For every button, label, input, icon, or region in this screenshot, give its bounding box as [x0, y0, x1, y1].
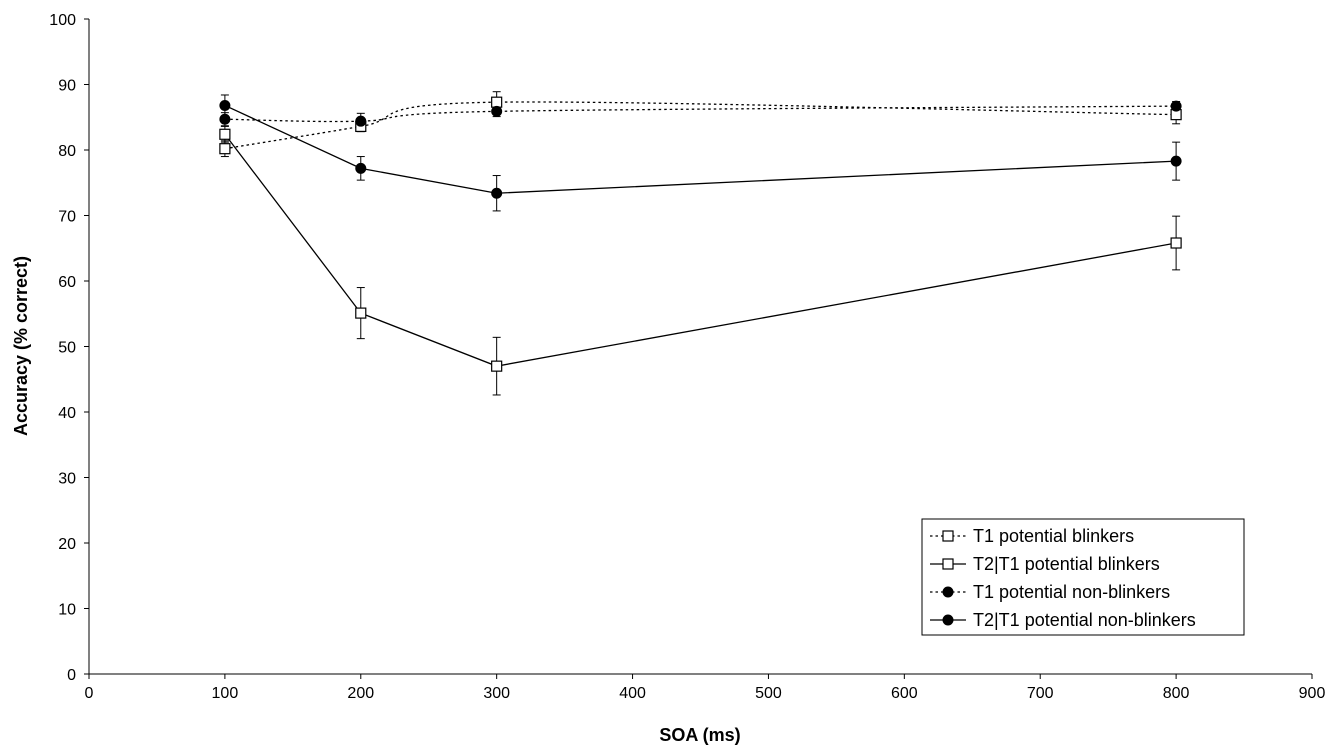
x-tick-label: 100 [212, 685, 239, 702]
legend-label: T1 potential non-blinkers [973, 582, 1170, 602]
legend-item-3: T1 potential non-blinkers [930, 582, 1170, 602]
legend-box [921, 518, 1245, 636]
data-point-series-2 [355, 307, 367, 319]
y-tick-label: 40 [58, 405, 76, 422]
x-tick-label: 300 [483, 685, 510, 702]
series-error-bars [220, 91, 1181, 396]
data-point-series-2 [1170, 237, 1182, 249]
data-point-series-2 [219, 128, 231, 140]
series-line-4 [224, 104, 1177, 194]
data-point-series-3 [491, 105, 503, 117]
series-line-3 [224, 105, 1177, 123]
y-tick-label: 30 [58, 471, 76, 488]
legend-label: T1 potential blinkers [973, 526, 1134, 546]
y-tick-label: 100 [49, 12, 76, 29]
legend-marker-sample [942, 586, 954, 598]
x-axis-ticks: 0 100 200 300 400 500 600 700 800 900 [85, 674, 1326, 702]
data-point-series-4 [355, 162, 367, 174]
x-tick-label: 600 [891, 685, 918, 702]
y-axis-ticks: 0 10 20 30 40 50 60 70 80 90 100 [49, 12, 89, 684]
y-tick-label: 0 [67, 667, 76, 684]
legend-item-4: T2|T1 potential non-blinkers [930, 610, 1196, 630]
y-axis-title: Accuracy (% correct) [11, 256, 31, 436]
legend-marker-sample [942, 558, 954, 570]
x-tick-label: 500 [755, 685, 782, 702]
x-tick-label: 400 [619, 685, 646, 702]
series-markers [219, 96, 1182, 372]
legend-item-1: T1 potential blinkers [930, 526, 1134, 546]
y-tick-label: 90 [58, 78, 76, 95]
y-tick-label: 70 [58, 209, 76, 226]
series-line-2 [224, 133, 1177, 367]
x-tick-label: 900 [1299, 685, 1326, 702]
x-axis-title: SOA (ms) [659, 725, 740, 745]
legend-label: T2|T1 potential non-blinkers [973, 610, 1196, 630]
y-tick-label: 60 [58, 274, 76, 291]
y-tick-label: 50 [58, 340, 76, 357]
y-tick-label: 20 [58, 536, 76, 553]
x-tick-label: 0 [85, 685, 94, 702]
x-tick-label: 800 [1163, 685, 1190, 702]
x-tick-label: 200 [347, 685, 374, 702]
data-point-series-3 [219, 113, 231, 125]
legend-label: T2|T1 potential blinkers [973, 554, 1160, 574]
legend-marker-sample [942, 614, 954, 626]
data-point-series-1 [219, 143, 231, 155]
x-tick-label: 700 [1027, 685, 1054, 702]
legend: T1 potential blinkers T2|T1 potential bli… [921, 518, 1245, 636]
data-point-series-2 [491, 360, 503, 372]
data-point-series-4 [1170, 155, 1182, 167]
legend-marker-sample [942, 530, 954, 542]
y-tick-label: 10 [58, 602, 76, 619]
data-point-series-1 [491, 96, 503, 108]
data-point-series-3 [1170, 100, 1182, 112]
data-point-series-4 [491, 187, 503, 199]
data-point-series-3 [355, 115, 367, 127]
legend-item-2: T2|T1 potential blinkers [930, 554, 1160, 574]
data-point-series-4 [219, 99, 231, 111]
y-tick-label: 80 [58, 143, 76, 160]
series-line-1 [224, 101, 1177, 150]
series-lines [224, 101, 1177, 367]
